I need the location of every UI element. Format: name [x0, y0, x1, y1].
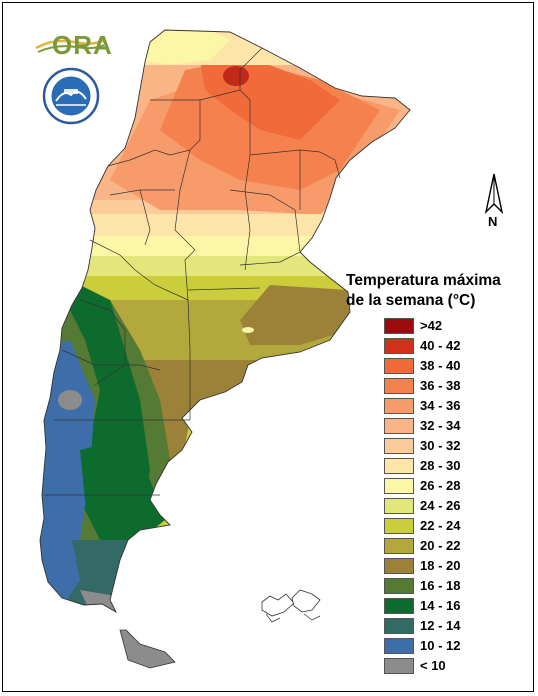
legend-label: 16 - 18	[420, 578, 461, 593]
legend-swatch	[384, 398, 414, 414]
legend-swatch	[384, 438, 414, 454]
legend-label: 36 - 38	[420, 378, 461, 393]
legend-swatch	[384, 478, 414, 494]
legend-label: < 10	[420, 658, 446, 673]
smn-seal-icon	[42, 67, 100, 125]
legend-label: 26 - 28	[420, 478, 461, 493]
legend-label: 10 - 12	[420, 638, 461, 653]
ora-logo-icon	[35, 38, 105, 53]
legend-swatch	[384, 518, 414, 534]
legend-label: >42	[420, 318, 443, 333]
legend-swatch	[384, 538, 414, 554]
legend-swatch	[384, 378, 414, 394]
legend-swatch	[384, 578, 414, 594]
legend-title: Temperatura máxima de la semana (°C)	[346, 271, 526, 311]
legend-swatch	[384, 658, 414, 674]
legend-label: 32 - 34	[420, 418, 461, 433]
legend-label: 34 - 36	[420, 398, 461, 413]
legend-swatch	[384, 338, 414, 354]
north-arrow-icon	[484, 173, 504, 215]
legend-swatch	[384, 358, 414, 374]
legend-label: 24 - 26	[420, 498, 461, 513]
legend-swatch	[384, 618, 414, 634]
legend-title-line1: Temperatura máxima	[346, 272, 501, 289]
legend-label: 22 - 24	[420, 518, 461, 533]
legend-swatch	[384, 558, 414, 574]
legend-swatch	[384, 498, 414, 514]
malvinas-islands	[261, 589, 321, 623]
legend-swatch	[384, 458, 414, 474]
legend-label: 18 - 20	[420, 558, 461, 573]
legend-label: 12 - 14	[420, 618, 461, 633]
legend-label: 14 - 16	[420, 598, 461, 613]
legend-swatch	[384, 598, 414, 614]
legend-swatch	[384, 418, 414, 434]
legend-swatch	[384, 318, 414, 334]
legend-label: 28 - 30	[420, 458, 461, 473]
legend-title-line2: de la semana (°C)	[346, 292, 476, 309]
province-borders	[44, 47, 341, 496]
legend-label: 38 - 40	[420, 358, 461, 373]
north-label: N	[488, 214, 498, 229]
country-outline	[39, 29, 411, 614]
legend-label: 20 - 22	[420, 538, 461, 553]
ora-logo-text: ORA	[52, 30, 113, 60]
legend-label: 40 - 42	[420, 338, 461, 353]
legend-label: 30 - 32	[420, 438, 461, 453]
legend-swatch	[384, 638, 414, 654]
tierra-del-fuego	[119, 629, 176, 669]
